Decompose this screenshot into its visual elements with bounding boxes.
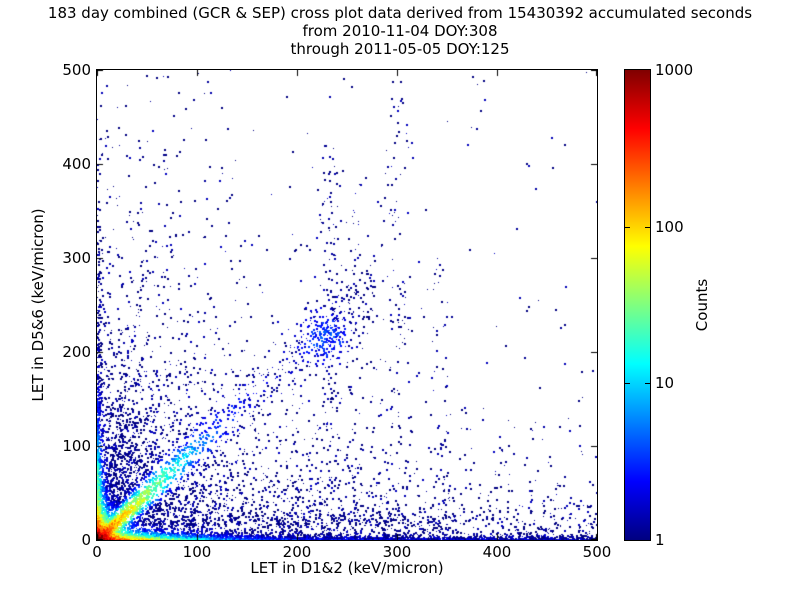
colorbar-tick-mark-10 bbox=[645, 383, 650, 384]
colorbar-label: Counts bbox=[693, 278, 711, 332]
y-tick-label-500: 500 bbox=[62, 61, 91, 79]
y-tick-label-300: 300 bbox=[62, 249, 91, 267]
y-tick-label-400: 400 bbox=[62, 155, 91, 173]
x-tick-label-200: 200 bbox=[282, 543, 312, 561]
colorbar-tick-label-1: 1 bbox=[655, 531, 665, 549]
colorbar-tick-mark-100 bbox=[645, 227, 650, 228]
colorbar-tick-mark-100 bbox=[625, 227, 630, 228]
x-tick-label-300: 300 bbox=[382, 543, 412, 561]
x-tick-label-100: 100 bbox=[182, 543, 212, 561]
colorbar-tick-label-10: 10 bbox=[655, 374, 675, 393]
y-axis-label: LET in D5&6 (keV/micron) bbox=[29, 208, 47, 402]
title-line-3: through 2011-05-05 DOY:125 bbox=[290, 40, 510, 58]
colorbar-tick-label-1000: 1000 bbox=[655, 61, 694, 79]
plot-area bbox=[96, 69, 598, 541]
y-tick-label-100: 100 bbox=[62, 437, 91, 455]
x-tick-label-400: 400 bbox=[482, 543, 512, 561]
title-line-1: 183 day combined (GCR & SEP) cross plot … bbox=[47, 4, 753, 22]
colorbar-tick-label-100: 100 bbox=[655, 217, 684, 236]
chart-title: 183 day combined (GCR & SEP) cross plot … bbox=[0, 4, 800, 58]
y-tick-label-200: 200 bbox=[62, 343, 91, 361]
title-line-2: from 2010-11-04 DOY:308 bbox=[302, 22, 498, 40]
x-tick-label-500: 500 bbox=[582, 543, 612, 561]
x-axis-label: LET in D1&2 (keV/micron) bbox=[250, 559, 444, 577]
scatter-canvas bbox=[97, 70, 597, 540]
x-tick-label-0: 0 bbox=[92, 543, 102, 561]
colorbar-tick-mark-10 bbox=[625, 383, 630, 384]
y-tick-label-0: 0 bbox=[81, 531, 91, 549]
colorbar bbox=[624, 69, 651, 541]
